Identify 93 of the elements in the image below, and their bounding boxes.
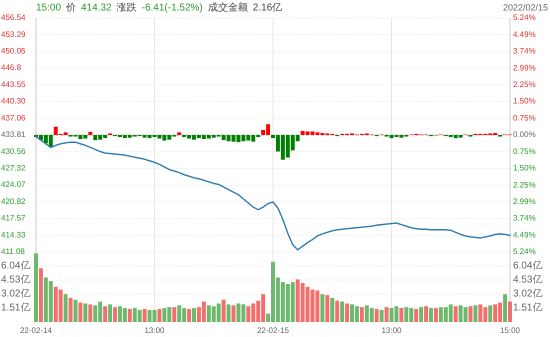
- bar: [503, 294, 508, 322]
- y2-tick-label: 5.24%: [513, 247, 536, 256]
- x-tick-label: 13:00: [144, 326, 166, 336]
- bar: [88, 132, 92, 135]
- y2-tick-label: 0.75%: [513, 146, 536, 156]
- bar: [226, 304, 231, 322]
- text: -6.41(-1.52%): [142, 2, 203, 14]
- bar: [429, 308, 433, 322]
- bar: [128, 309, 132, 322]
- bar: [384, 307, 389, 322]
- bar: [399, 308, 404, 322]
- y2-tick-label: 4.49%: [513, 230, 536, 240]
- bar: [434, 308, 438, 322]
- y-tick-label: 4.53亿: [1, 274, 30, 286]
- y2-tick-label: 3.74%: [513, 214, 536, 223]
- bar: [374, 309, 379, 322]
- y-tick-label: 6.04亿: [1, 260, 30, 272]
- bar: [88, 304, 92, 322]
- text: 15:00: [36, 2, 62, 14]
- y-tick-label: 420.82: [1, 196, 26, 206]
- y-tick-label: 424.07: [1, 180, 26, 190]
- y2-tick-label: 2.25%: [513, 80, 536, 89]
- y-tick-label: 437.06: [1, 113, 26, 122]
- text: 价: [65, 2, 76, 14]
- bar: [419, 307, 424, 322]
- bar: [187, 309, 192, 322]
- text: 414.32: [81, 2, 112, 14]
- bar: [222, 300, 226, 322]
- y2-tick-label: 3.02亿: [513, 288, 542, 300]
- y2-tick-label: 4.53亿: [513, 274, 542, 286]
- y2-tick-label: 6.04亿: [513, 260, 542, 272]
- bar: [454, 306, 458, 322]
- x-tick-label: 13:00: [381, 326, 402, 336]
- y2-tick-label: 0.75%: [513, 113, 536, 122]
- y2-tick-label: 0.00%: [513, 130, 536, 140]
- y-tick-label: 446.8: [1, 63, 22, 72]
- bar: [157, 309, 162, 322]
- bar: [424, 306, 428, 322]
- bar: [38, 268, 43, 322]
- y-tick-label: 417.57: [1, 214, 26, 223]
- y-tick-label: 414.33: [1, 230, 26, 240]
- text: 涨跌: [116, 2, 137, 14]
- y-tick-label: 440.30: [1, 96, 26, 106]
- x-tick-label: 22-02-14: [20, 326, 53, 336]
- bar: [68, 298, 73, 322]
- y-tick-label: 450.05: [1, 46, 26, 56]
- text: 2022/02/15: [502, 2, 548, 12]
- bar: [177, 132, 182, 135]
- bar: [335, 300, 340, 322]
- y2-tick-label: 2.25%: [513, 180, 536, 190]
- y-tick-label: 456.54: [1, 13, 26, 22]
- y-tick-label: 427.32: [1, 164, 26, 173]
- x-tick-label: 22-02-15: [256, 326, 290, 336]
- y-tick-label: 430.56: [1, 146, 26, 156]
- bar: [340, 302, 344, 322]
- y2-tick-label: 2.99%: [513, 63, 536, 72]
- y2-tick-label: 1.50%: [513, 164, 536, 173]
- y2-tick-label: 2.99%: [513, 196, 536, 206]
- bar: [74, 300, 78, 322]
- bar: [142, 309, 147, 322]
- bar: [192, 308, 196, 322]
- bar: [325, 295, 330, 322]
- y-tick-label: 433.81: [1, 130, 26, 140]
- bar: [78, 302, 82, 322]
- bar: [113, 307, 117, 322]
- bar: [320, 294, 324, 322]
- bar: [414, 309, 418, 322]
- bar: [345, 303, 350, 322]
- x-tick-label: 15:00: [500, 326, 521, 336]
- y-tick-label: 443.55: [1, 80, 26, 89]
- y2-tick-label: 4.49%: [513, 30, 536, 39]
- y2-tick-label: 1.51亿: [513, 302, 542, 314]
- bar: [508, 302, 512, 322]
- bar: [108, 304, 112, 322]
- y2-tick-label: 1.50%: [513, 96, 536, 106]
- bar: [172, 307, 176, 322]
- y2-tick-label: 3.74%: [513, 46, 536, 56]
- bar: [232, 305, 236, 322]
- y-tick-label: 1.51亿: [1, 302, 30, 314]
- line-series: [35, 136, 511, 251]
- bar: [473, 305, 478, 322]
- y-tick-label: 411.08: [1, 247, 26, 256]
- y-tick-label: 3.02亿: [1, 288, 30, 300]
- bar: [64, 294, 68, 322]
- bar: [468, 306, 472, 322]
- bar: [380, 310, 384, 322]
- y2-tick-label: 5.24%: [513, 13, 536, 22]
- bar: [360, 307, 364, 322]
- text: 成交金额: [208, 2, 248, 14]
- text: 2.16亿: [252, 2, 282, 14]
- bar: [83, 303, 88, 322]
- y-tick-label: 453.29: [1, 30, 26, 39]
- bar: [103, 306, 108, 322]
